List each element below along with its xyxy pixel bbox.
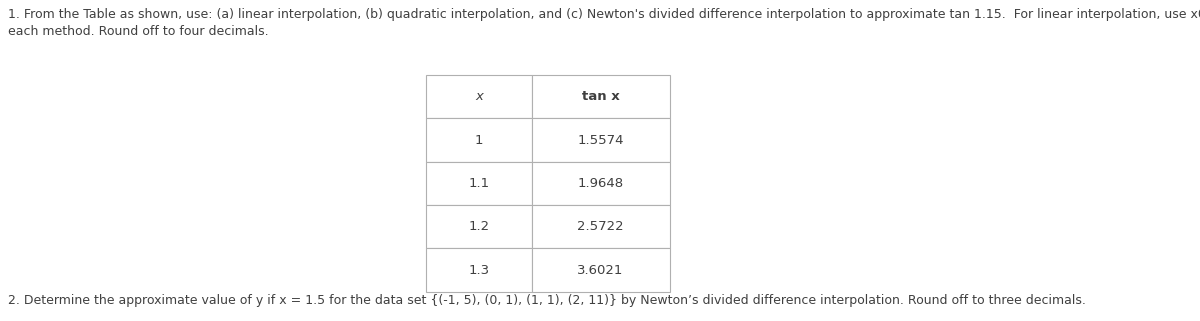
Bar [426,118,532,162]
Bar [532,248,670,292]
Bar [532,205,670,248]
Text: 2. Determine the approximate value of y if x = 1.5 for the data set {(-1, 5), (0: 2. Determine the approximate value of y … [8,294,1086,307]
Text: 1.1: 1.1 [468,177,490,190]
Text: 2.5722: 2.5722 [577,220,624,233]
Bar [532,75,670,118]
Text: each method. Round off to four decimals.: each method. Round off to four decimals. [8,25,269,38]
Text: 3.6021: 3.6021 [577,264,624,276]
Bar [532,118,670,162]
Bar [426,162,532,205]
Text: 1.9648: 1.9648 [577,177,624,190]
Text: tan x: tan x [582,90,619,103]
Bar [426,75,532,118]
Bar [426,205,532,248]
Bar [426,248,532,292]
Text: 1.2: 1.2 [468,220,490,233]
Text: x: x [475,90,482,103]
Text: 1.3: 1.3 [468,264,490,276]
Text: 1: 1 [474,134,484,146]
Bar [532,162,670,205]
Text: 1.5574: 1.5574 [577,134,624,146]
Text: 1. From the Table as shown, use: (a) linear interpolation, (b) quadratic interpo: 1. From the Table as shown, use: (a) lin… [8,8,1200,21]
